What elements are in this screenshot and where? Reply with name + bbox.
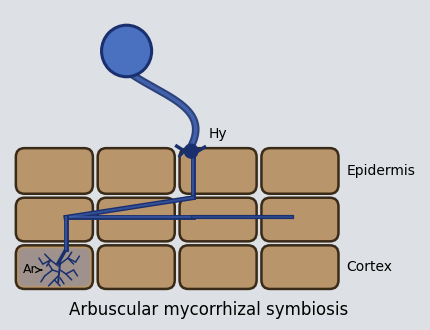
FancyBboxPatch shape xyxy=(180,148,257,194)
FancyBboxPatch shape xyxy=(98,148,175,194)
FancyBboxPatch shape xyxy=(261,245,338,289)
FancyBboxPatch shape xyxy=(180,198,257,241)
Circle shape xyxy=(184,144,198,158)
FancyBboxPatch shape xyxy=(261,198,338,241)
FancyBboxPatch shape xyxy=(19,248,90,286)
FancyBboxPatch shape xyxy=(16,148,93,194)
FancyBboxPatch shape xyxy=(98,198,175,241)
FancyBboxPatch shape xyxy=(98,245,175,289)
Text: Arbuscular mycorrhizal symbiosis: Arbuscular mycorrhizal symbiosis xyxy=(69,301,348,319)
FancyBboxPatch shape xyxy=(16,198,93,241)
Text: Hy: Hy xyxy=(209,127,227,141)
Text: Epidermis: Epidermis xyxy=(346,164,415,178)
FancyBboxPatch shape xyxy=(180,245,257,289)
Circle shape xyxy=(101,25,152,77)
Text: Cortex: Cortex xyxy=(346,260,392,274)
FancyBboxPatch shape xyxy=(261,148,338,194)
Text: Ar: Ar xyxy=(23,263,42,277)
FancyBboxPatch shape xyxy=(16,245,93,289)
